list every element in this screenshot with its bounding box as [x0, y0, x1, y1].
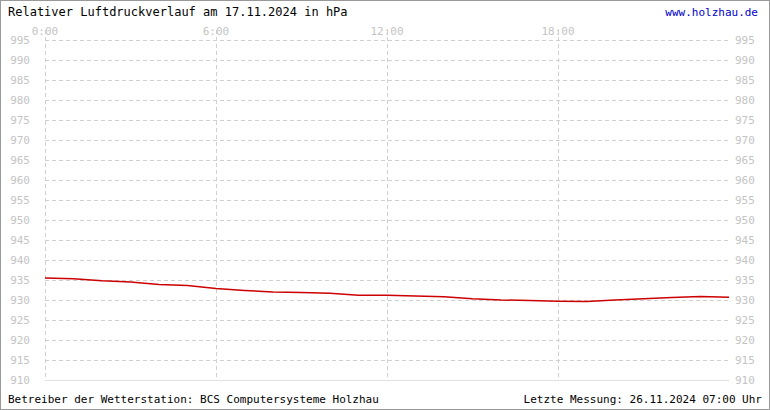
- y-tick-label: 955: [10, 194, 30, 207]
- y-tick-label: 945: [10, 234, 30, 247]
- x-tick-label: 0:00: [32, 25, 59, 38]
- y-tick-label: 950: [10, 214, 30, 227]
- x-tick-label: 18:00: [541, 25, 574, 38]
- grid-line: [45, 140, 729, 141]
- y-tick-label: 960: [735, 174, 755, 187]
- grid-line: [45, 280, 729, 281]
- grid-line: [45, 380, 729, 381]
- grid-line: [45, 260, 729, 261]
- y-tick-label: 990: [735, 54, 755, 67]
- x-tick-label: 6:00: [203, 25, 230, 38]
- y-tick-label: 935: [735, 274, 755, 287]
- y-tick-label: 960: [10, 174, 30, 187]
- y-tick-label: 925: [10, 314, 30, 327]
- y-tick-label: 910: [735, 374, 755, 387]
- y-tick-label: 920: [735, 334, 755, 347]
- frame: [1, 1, 770, 410]
- y-tick-label: 945: [735, 234, 755, 247]
- y-tick-label: 995: [10, 34, 30, 47]
- y-tick-label: 915: [735, 354, 755, 367]
- source: www.holzhau.de: [665, 6, 758, 19]
- y-tick-label: 965: [10, 154, 30, 167]
- y-tick-label: 930: [735, 294, 755, 307]
- grid-line: [45, 120, 729, 121]
- grid-line: [558, 30, 559, 380]
- y-tick-label: 925: [735, 314, 755, 327]
- operator: Betreiber der Wetterstation: BCS Compute…: [8, 393, 379, 406]
- y-tick-label: 935: [10, 274, 30, 287]
- y-tick-label: 980: [10, 94, 30, 107]
- y-tick-label: 965: [735, 154, 755, 167]
- y-tick-label: 950: [735, 214, 755, 227]
- chart: 910 910 915 915 920 920 925 925 930 930 935 935 940 9…: [0, 0, 770, 410]
- y-tick-label: 940: [10, 254, 30, 267]
- y-tick-label: 985: [735, 74, 755, 87]
- y-tick-label: 920: [10, 334, 30, 347]
- grid-line: [216, 30, 217, 380]
- y-tick-label: 995: [735, 34, 755, 47]
- x-tick-label: 12:00: [370, 25, 403, 38]
- y-tick-label: 910: [10, 374, 30, 387]
- y-tick-label: 990: [10, 54, 30, 67]
- y-tick-label: 955: [735, 194, 755, 207]
- grid-line: [387, 30, 388, 380]
- grid-line: [45, 160, 729, 161]
- y-tick-label: 970: [10, 134, 30, 147]
- y-tick-label: 930: [10, 294, 30, 307]
- title: Relativer Luftdruckverlauf am 17.11.2024…: [8, 5, 348, 19]
- y-tick-label: 985: [10, 74, 30, 87]
- y-tick-label: 970: [735, 134, 755, 147]
- y-tick-label: 915: [10, 354, 30, 367]
- plot-area: [45, 278, 729, 302]
- last-measurement: Letzte Messung: 26.11.2024 07:00 Uhr: [524, 393, 763, 406]
- y-tick-label: 975: [735, 114, 755, 127]
- pressure-line: [45, 278, 729, 302]
- y-tick-label: 980: [735, 94, 755, 107]
- y-tick-label: 975: [10, 114, 30, 127]
- y-tick-label: 940: [735, 254, 755, 267]
- grid-line: [45, 30, 46, 380]
- x-axis-line: [45, 380, 729, 381]
